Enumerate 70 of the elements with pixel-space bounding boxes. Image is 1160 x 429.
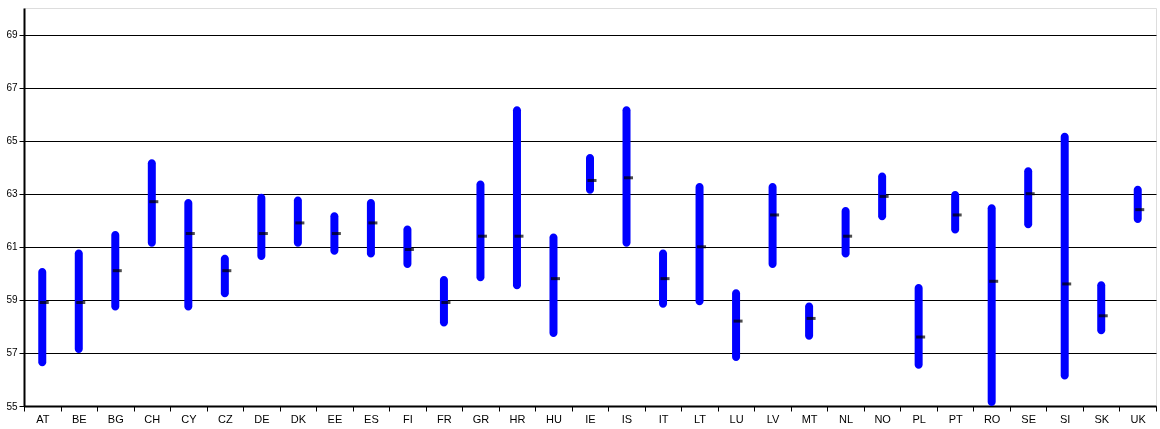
bar xyxy=(1097,281,1106,335)
x-tick-label: UK xyxy=(1130,412,1147,425)
x-tick-label: CY xyxy=(181,412,198,425)
bar xyxy=(695,183,704,306)
bar xyxy=(184,199,193,311)
bar xyxy=(1060,132,1069,380)
x-tick-label: DK xyxy=(290,412,307,425)
x-tick-label: MT xyxy=(801,412,818,425)
y-tick-label: 57 xyxy=(6,347,18,359)
x-tick-label: PL xyxy=(912,412,926,425)
x-tick-label: RO xyxy=(983,412,1001,425)
x-tick-label: BE xyxy=(71,412,87,425)
bar xyxy=(1024,167,1033,229)
bar xyxy=(987,204,996,406)
x-tick-label: GR xyxy=(472,412,490,425)
x-tick-label: HU xyxy=(546,412,562,425)
x-tick-label: AT xyxy=(36,412,50,425)
x-tick-label: NO xyxy=(874,412,892,425)
bar xyxy=(403,225,412,269)
y-tick-label: 55 xyxy=(6,400,18,412)
x-tick-label: NL xyxy=(839,412,854,425)
x-tick-label: SE xyxy=(1021,412,1037,425)
bar xyxy=(951,191,960,234)
bar xyxy=(38,268,47,367)
y-tick-label: 63 xyxy=(6,188,18,200)
x-tick-label: LU xyxy=(729,412,744,425)
bar xyxy=(732,289,741,361)
bar xyxy=(841,207,850,258)
x-tick-label: ES xyxy=(364,412,379,425)
x-tick-label: LV xyxy=(766,412,781,425)
bar xyxy=(768,183,777,269)
x-tick-label: DE xyxy=(254,412,270,425)
bar xyxy=(659,249,668,308)
bar xyxy=(111,230,120,311)
bar xyxy=(220,254,229,298)
x-tick-label: CH xyxy=(144,412,161,425)
x-tick-label: LT xyxy=(694,412,707,425)
bar xyxy=(293,196,302,247)
bar xyxy=(439,275,448,327)
bar xyxy=(549,233,558,338)
x-tick-label: BG xyxy=(107,412,124,425)
y-tick-label: 59 xyxy=(6,294,18,306)
bar xyxy=(257,193,266,261)
y-tick-label: 69 xyxy=(6,29,18,41)
x-tick-label: PT xyxy=(948,412,963,425)
bar xyxy=(74,249,83,353)
bar xyxy=(586,153,594,194)
y-tick-label: 67 xyxy=(6,82,18,94)
bar xyxy=(878,172,887,221)
bar xyxy=(914,283,923,369)
x-tick-label: IS xyxy=(621,412,633,425)
x-tick-label: EE xyxy=(327,412,343,425)
bar xyxy=(366,199,375,258)
bar xyxy=(330,212,339,255)
x-tick-label: SK xyxy=(1094,412,1110,425)
x-tick-label: FI xyxy=(403,412,413,425)
y-tick-label: 61 xyxy=(6,241,18,253)
x-tick-label: HR xyxy=(509,412,526,425)
bar xyxy=(805,302,814,340)
bar xyxy=(1133,185,1142,223)
x-tick-label: CZ xyxy=(218,412,233,425)
bar xyxy=(622,106,631,247)
x-tick-label: IE xyxy=(585,412,596,425)
y-tick-label: 65 xyxy=(6,135,18,147)
bar xyxy=(512,106,521,290)
x-tick-label: FR xyxy=(437,412,452,425)
bar xyxy=(147,159,156,247)
x-tick-label: IT xyxy=(658,412,669,425)
x-tick-label: SI xyxy=(1060,412,1071,425)
bar xyxy=(476,180,485,282)
